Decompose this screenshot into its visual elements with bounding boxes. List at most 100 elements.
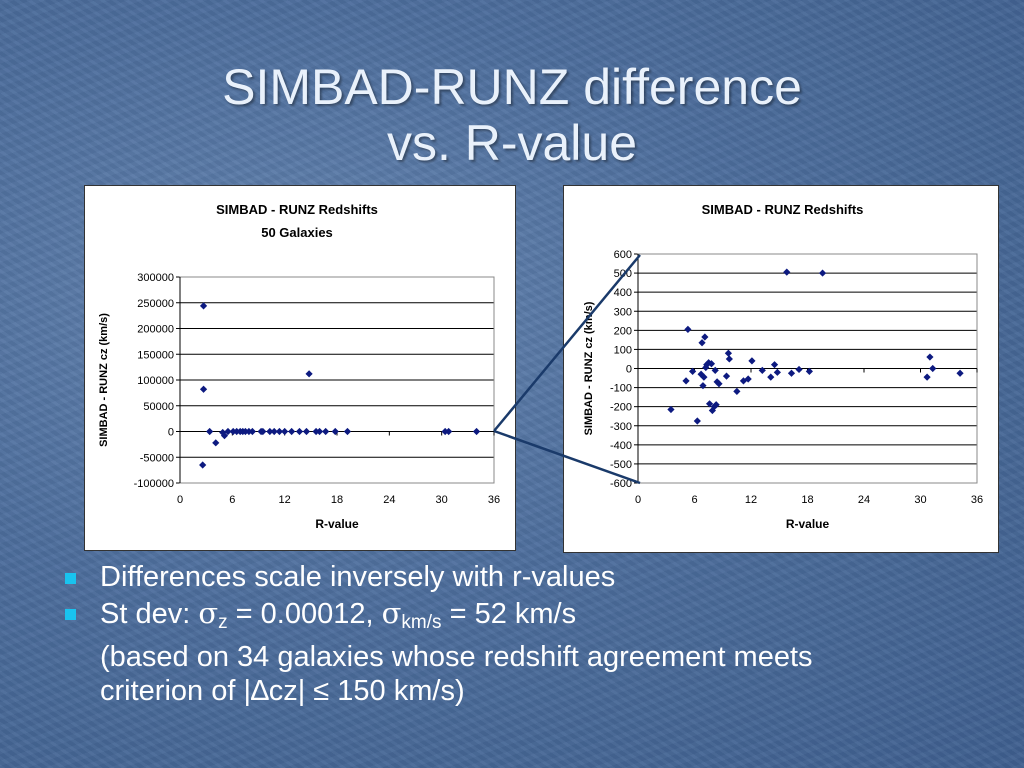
left-chart-data-point <box>302 427 311 436</box>
left-chart-ytick-label: 150000 <box>137 349 174 361</box>
right-chart-data-point <box>770 361 779 369</box>
right-chart-xtick-label: 0 <box>635 494 641 506</box>
bullet-item-2: St dev: σz = 0.00012, σkm/s = 52 km/s (b… <box>62 596 1002 708</box>
right-chart-ytick-label: 400 <box>614 287 632 299</box>
sigma-symbol: σ <box>381 596 402 630</box>
left-chart-xtick-label: 30 <box>436 494 448 506</box>
right-chart-data-point <box>783 268 791 276</box>
left-chart-xlabel: R-value <box>315 517 359 531</box>
right-chart-xtick-label: 30 <box>914 494 926 506</box>
left-chart-data-point <box>199 385 208 393</box>
left-chart-data-point <box>199 461 207 469</box>
left-chart-data-point <box>445 427 453 436</box>
right-chart-ytick-label: 600 <box>614 249 632 261</box>
right-chart-ylabel: SIMBAD - RUNZ cz (km/s) <box>583 301 595 435</box>
bullet-2-line-2: (based on 34 galaxies whose redshift agr… <box>100 641 813 673</box>
left-chart-ytick-label: 200000 <box>137 324 174 336</box>
bullet-1-text: Differences scale inversely with r-value… <box>100 561 616 593</box>
right-chart-data-point <box>682 377 690 385</box>
right-chart-data-point <box>693 417 701 425</box>
left-chart-ytick-label: 0 <box>168 427 174 439</box>
chart-right-panel: SIMBAD - RUNZ Redshifts -600 -500 -400 -300 -… <box>563 185 999 553</box>
sigma-symbol: σ <box>198 596 219 630</box>
right-chart-xtick-label: 36 <box>971 494 983 506</box>
right-chart-ytick-label: -600 <box>610 478 632 490</box>
left-chart-title: SIMBAD - RUNZ Redshifts <box>216 202 378 217</box>
right-chart-ytick-label: 200 <box>614 325 632 337</box>
left-chart-subtitle: 50 Galaxies <box>261 225 333 240</box>
sigma-subscript-z: z <box>218 612 228 633</box>
right-chart-data-point <box>711 366 719 375</box>
right-chart-xtick-label: 24 <box>858 494 870 506</box>
left-chart-xtick-label: 0 <box>177 494 183 506</box>
bullet-2-line-3: criterion of |∆cz| ≤ 150 km/s) <box>100 675 465 707</box>
bullet-2-line-1: St dev: σz = 0.00012, σkm/s = 52 km/s <box>100 596 1002 640</box>
right-chart-ytick-label: 500 <box>614 268 632 280</box>
right-chart-data-point <box>956 369 964 377</box>
right-chart-data-point <box>923 373 931 381</box>
left-chart-data-point <box>275 427 284 436</box>
right-chart-data-point <box>722 372 731 380</box>
bullet-2-suffix: = 52 km/s <box>441 598 577 630</box>
left-chart-data-point <box>266 427 274 436</box>
right-chart-ytick-label: -500 <box>610 459 632 471</box>
left-chart-data-point <box>259 427 267 436</box>
left-chart-data-point <box>288 427 296 436</box>
right-chart-xtick-label: 12 <box>745 494 757 506</box>
left-chart-data-point <box>322 427 330 436</box>
chart-left-svg: SIMBAD - RUNZ Redshifts 50 Galaxies -10000… <box>98 202 500 531</box>
right-chart-data-point <box>701 333 709 341</box>
right-chart-data-point <box>689 367 697 375</box>
left-chart-xtick-label: 18 <box>331 494 343 506</box>
right-chart-data-point <box>698 339 706 347</box>
left-chart-xtick-label: 24 <box>383 494 395 506</box>
left-chart-data-point <box>199 302 208 310</box>
left-chart-data-point <box>220 432 229 440</box>
left-chart-xtick-label: 36 <box>488 494 500 506</box>
left-chart-data-point <box>343 427 352 436</box>
right-chart-data-point <box>748 357 756 365</box>
slide-title: SIMBAD-RUNZ difference vs. R-value <box>0 62 1024 174</box>
left-chart-data-point <box>281 427 289 436</box>
chart-left-panel: SIMBAD - RUNZ Redshifts 50 Galaxies -10000… <box>84 185 516 551</box>
right-chart-title: SIMBAD - RUNZ Redshifts <box>702 202 864 217</box>
left-chart-data-point <box>295 427 304 436</box>
left-chart-data-point <box>315 427 324 436</box>
right-chart-data-point <box>739 377 748 385</box>
right-chart-data-point <box>818 269 827 277</box>
bullet-list: Differences scale inversely with r-value… <box>62 560 1002 710</box>
left-chart-data-point <box>305 370 313 378</box>
right-chart-xtick-label: 18 <box>801 494 813 506</box>
left-chart-data-point <box>270 427 278 436</box>
right-chart-data-point <box>767 373 775 381</box>
right-chart-data-point <box>725 355 733 363</box>
left-chart-data-point <box>212 439 220 447</box>
right-chart-ytick-label: -200 <box>610 402 632 414</box>
right-chart-ytick-label: -400 <box>610 440 632 452</box>
bullet-square-icon <box>65 609 76 620</box>
right-chart-ytick-label: -100 <box>610 383 632 395</box>
bullet-item-1: Differences scale inversely with r-value… <box>62 560 1002 594</box>
left-chart-xtick-label: 12 <box>279 494 291 506</box>
left-chart-ylabel: SIMBAD - RUNZ cz (km/s) <box>98 313 110 447</box>
left-chart-ytick-label: 300000 <box>137 272 174 284</box>
left-chart-ytick-label: -50000 <box>140 452 174 464</box>
right-chart-data-point <box>926 353 934 361</box>
bullet-2-mid: = 0.00012, <box>227 598 382 630</box>
left-chart-ytick-label: 100000 <box>137 375 174 387</box>
left-chart-ytick-label: -100000 <box>134 478 174 490</box>
right-chart-data-point <box>699 382 707 390</box>
right-chart-ytick-label: 100 <box>614 344 632 356</box>
right-chart-data-point <box>929 364 937 373</box>
right-chart-ytick-label: 0 <box>626 364 632 376</box>
right-chart-ytick-label: 300 <box>614 306 632 318</box>
right-chart-data-point <box>795 365 803 374</box>
right-chart-xlabel: R-value <box>786 517 830 531</box>
left-chart-data-point <box>331 427 339 436</box>
left-chart-ytick-label: 50000 <box>143 401 174 413</box>
right-chart-ytick-label: -300 <box>610 421 632 433</box>
chart-right-svg: SIMBAD - RUNZ Redshifts -600 -500 -400 -300 -… <box>583 202 983 531</box>
right-chart-data-point <box>724 349 732 357</box>
right-chart-data-point <box>684 325 692 333</box>
title-line-1: SIMBAD-RUNZ difference <box>222 59 802 115</box>
